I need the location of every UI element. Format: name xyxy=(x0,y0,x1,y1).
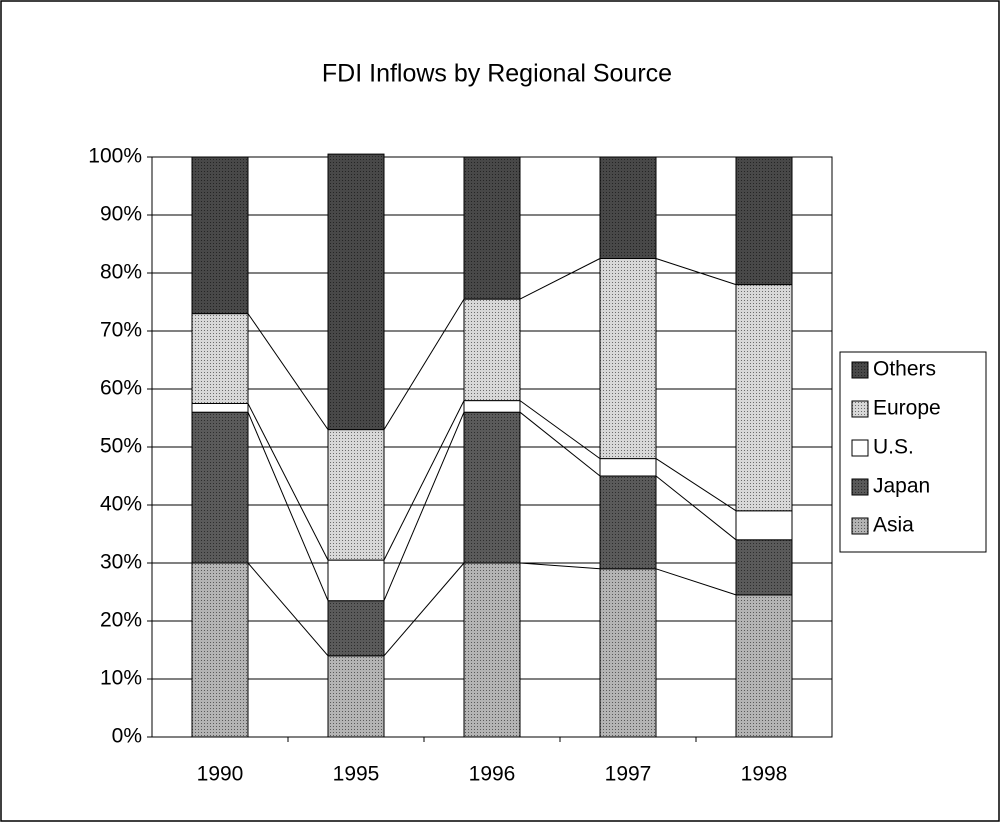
y-tick-label: 30% xyxy=(100,551,142,574)
x-tick-label: 1995 xyxy=(333,763,380,786)
series-line xyxy=(655,475,737,541)
bar-segment xyxy=(191,313,249,405)
bar-segment xyxy=(191,562,249,738)
series-line xyxy=(519,411,601,477)
series-line xyxy=(247,562,329,657)
series-line xyxy=(519,562,601,570)
bar-segment xyxy=(463,156,521,300)
y-tick-label: 70% xyxy=(100,319,142,342)
series-line xyxy=(383,298,465,430)
x-tick-label: 1996 xyxy=(469,763,516,786)
bar-segment xyxy=(735,510,793,541)
series-line xyxy=(655,568,737,596)
y-tick-label: 20% xyxy=(100,609,142,632)
y-tick-label: 50% xyxy=(100,435,142,458)
legend-swatch xyxy=(851,517,869,535)
series-line xyxy=(247,412,329,601)
bar-segment xyxy=(463,411,521,564)
bar-segment xyxy=(327,429,385,561)
x-tick-label: 1998 xyxy=(741,763,788,786)
legend-label: Asia xyxy=(873,514,914,537)
legend-label: U.S. xyxy=(873,436,914,459)
legend-swatch xyxy=(851,361,869,379)
series-line xyxy=(247,403,329,561)
bar-segment xyxy=(599,475,657,570)
legend-swatch xyxy=(851,400,869,418)
bar-segment xyxy=(735,539,793,596)
series-line xyxy=(519,258,601,300)
series-line xyxy=(655,258,737,286)
bar-segment xyxy=(735,284,793,512)
y-tick-label: 100% xyxy=(88,145,142,168)
bar-segment xyxy=(463,298,521,402)
bar-segment xyxy=(735,594,793,738)
bar-segment xyxy=(327,559,385,602)
y-tick-label: 80% xyxy=(100,261,142,284)
legend-swatch xyxy=(851,439,869,457)
y-tick-label: 10% xyxy=(100,667,142,690)
bar-segment xyxy=(463,562,521,738)
x-tick-label: 1997 xyxy=(605,763,652,786)
legend-label: Europe xyxy=(873,397,941,420)
legend-label: Japan xyxy=(873,475,930,498)
series-line xyxy=(383,562,465,657)
legend-label: Others xyxy=(873,358,936,381)
bar-segment xyxy=(191,411,249,564)
bar-segment xyxy=(327,655,385,738)
y-tick-label: 0% xyxy=(112,725,142,748)
series-line xyxy=(383,412,465,601)
y-tick-label: 90% xyxy=(100,203,142,226)
bar-segment xyxy=(599,458,657,477)
series-line xyxy=(383,400,465,561)
series-line xyxy=(519,400,601,460)
bar-segment xyxy=(191,156,249,315)
chart-title: FDI Inflows by Regional Source xyxy=(322,60,672,88)
bar-segment xyxy=(599,568,657,738)
bar-segment xyxy=(599,258,657,460)
x-tick-label: 1990 xyxy=(197,763,244,786)
series-line xyxy=(655,458,737,512)
legend-swatch xyxy=(851,478,869,496)
bar-segment xyxy=(327,153,385,431)
bar-segment xyxy=(327,600,385,657)
y-tick-label: 60% xyxy=(100,377,142,400)
y-tick-label: 40% xyxy=(100,493,142,516)
bar-segment xyxy=(599,156,657,259)
series-line xyxy=(247,313,329,430)
bar-segment xyxy=(735,156,793,286)
bar-segment xyxy=(191,403,249,413)
bar-segment xyxy=(463,400,521,413)
